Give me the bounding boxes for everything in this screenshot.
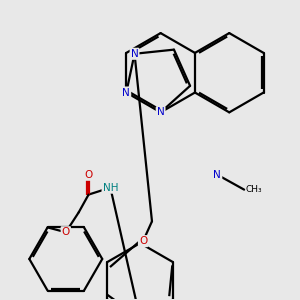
Text: N: N [214,170,221,180]
Text: O: O [62,227,70,237]
Text: N: N [157,107,164,117]
Text: N: N [122,88,130,98]
Text: N: N [131,49,138,59]
Text: O: O [84,170,93,180]
Text: CH₃: CH₃ [246,185,262,194]
Text: O: O [139,236,147,246]
Text: NH: NH [103,183,118,193]
